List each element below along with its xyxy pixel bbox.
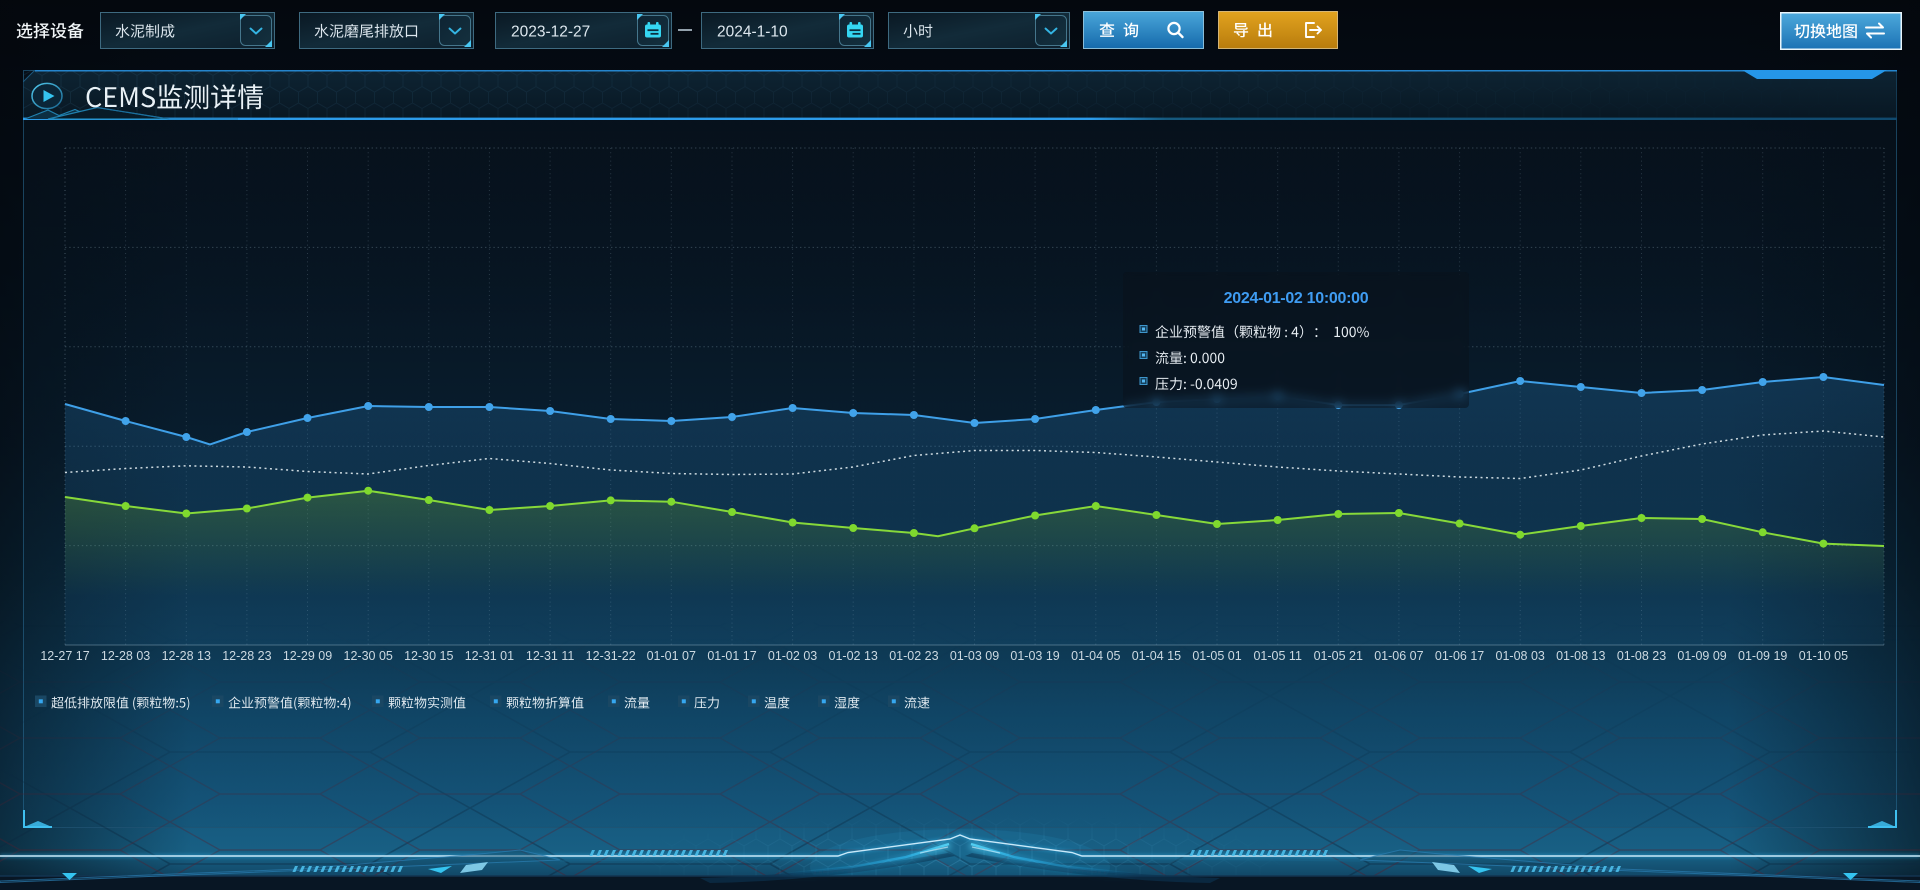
svg-text:01-08 23: 01-08 23 <box>1617 649 1666 663</box>
svg-text:01-09 09: 01-09 09 <box>1677 649 1726 663</box>
svg-text:2024-1-10: 2024-1-10 <box>717 24 788 41</box>
svg-text:12-28 23: 12-28 23 <box>222 649 271 663</box>
svg-text:12-31-22: 12-31-22 <box>586 649 636 663</box>
svg-text:01-03 09: 01-03 09 <box>950 649 999 663</box>
svg-text:01-02 23: 01-02 23 <box>889 649 938 663</box>
svg-text:12-31 11: 12-31 11 <box>526 649 574 663</box>
svg-text:12-28 13: 12-28 13 <box>162 649 211 663</box>
svg-text:12-31 01: 12-31 01 <box>465 649 514 663</box>
svg-text:01-06 17: 01-06 17 <box>1435 649 1484 663</box>
svg-text:01-05 11: 01-05 11 <box>1253 649 1301 663</box>
svg-text:01-04 15: 01-04 15 <box>1132 649 1181 663</box>
svg-text:12-30 05: 12-30 05 <box>344 649 393 663</box>
svg-text:2023-12-27: 2023-12-27 <box>511 24 590 41</box>
svg-text:01-08 03: 01-08 03 <box>1496 649 1545 663</box>
svg-text:01-05 01: 01-05 01 <box>1192 649 1241 663</box>
svg-text:01-05 21: 01-05 21 <box>1314 649 1363 663</box>
svg-text:12-27 17: 12-27 17 <box>40 649 89 663</box>
svg-text:01-02 03: 01-02 03 <box>768 649 817 663</box>
svg-text:01-03 19: 01-03 19 <box>1010 649 1059 663</box>
svg-text:01-06 07: 01-06 07 <box>1374 649 1423 663</box>
svg-text:01-10 05: 01-10 05 <box>1799 649 1848 663</box>
svg-text:12-28 03: 12-28 03 <box>101 649 150 663</box>
svg-text:01-02 13: 01-02 13 <box>829 649 878 663</box>
svg-text:01-01 07: 01-01 07 <box>647 649 696 663</box>
svg-text:01-09 19: 01-09 19 <box>1738 649 1787 663</box>
svg-text:12-29 09: 12-29 09 <box>283 649 332 663</box>
svg-text:01-04 05: 01-04 05 <box>1071 649 1120 663</box>
svg-text:12-30 15: 12-30 15 <box>404 649 453 663</box>
svg-text:01-01 17: 01-01 17 <box>707 649 756 663</box>
svg-text:01-08 13: 01-08 13 <box>1556 649 1605 663</box>
